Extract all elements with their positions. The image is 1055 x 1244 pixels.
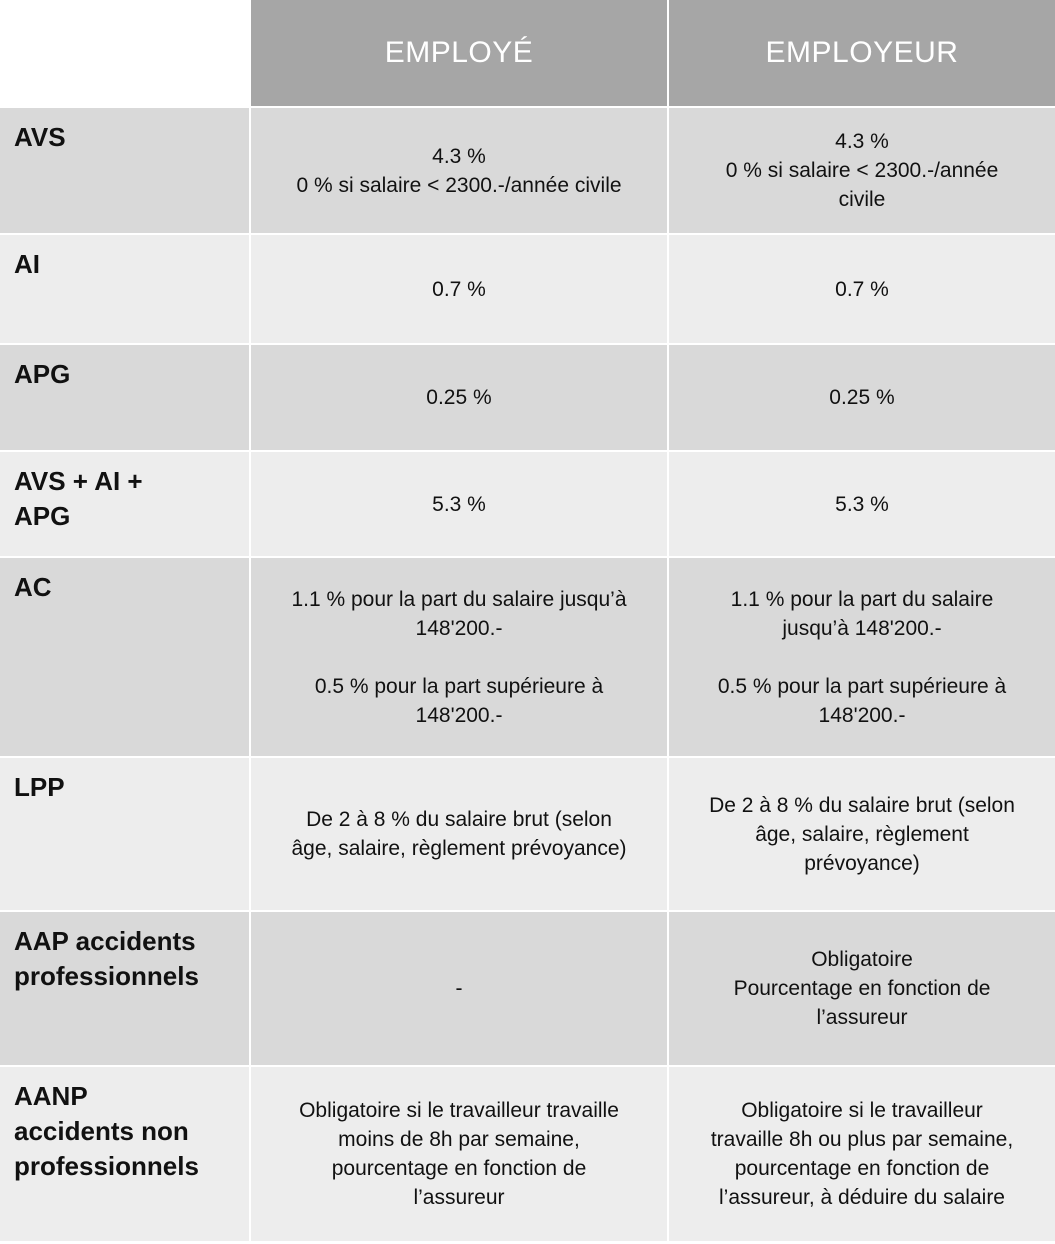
cell-employe: 0.25 % — [249, 343, 668, 451]
row-label: AAP accidents professionnels — [0, 910, 250, 1066]
row-ac: AC 1.1 % pour la part du salaire jusqu’à… — [0, 556, 1055, 757]
header-employeur: EMPLOYEUR — [667, 0, 1055, 107]
header-corner-cell — [0, 0, 250, 107]
row-ai: AI 0.7 % 0.7 % — [0, 233, 1055, 344]
row-label: APG — [0, 343, 250, 451]
header-row: EMPLOYÉ EMPLOYEUR — [0, 0, 1055, 107]
cell-employeur: Obligatoire si le travailleur travaille … — [667, 1065, 1055, 1241]
row-label: AVS — [0, 106, 250, 234]
cell-employe: Obligatoire si le travailleur travaille … — [249, 1065, 668, 1241]
cell-employeur: Obligatoire Pourcentage en fonction de l… — [667, 910, 1055, 1066]
row-label: AANP accidents non professionnels — [0, 1065, 250, 1241]
cell-employe: - — [249, 910, 668, 1066]
cell-employeur: 5.3 % — [667, 450, 1055, 557]
cell-employe: 1.1 % pour la part du salaire jusqu’à 14… — [249, 556, 668, 757]
cell-employeur: 0.25 % — [667, 343, 1055, 451]
row-aap: AAP accidents professionnels - Obligatoi… — [0, 910, 1055, 1066]
row-label: AC — [0, 556, 250, 757]
row-label: LPP — [0, 756, 250, 911]
cell-employe: 5.3 % — [249, 450, 668, 557]
row-label: AI — [0, 233, 250, 344]
row-avs: AVS 4.3 % 0 % si salaire < 2300.-/année … — [0, 106, 1055, 234]
row-apg: APG 0.25 % 0.25 % — [0, 343, 1055, 451]
cell-employeur: De 2 à 8 % du salaire brut (selon âge, s… — [667, 756, 1055, 911]
cell-employeur: 1.1 % pour la part du salaire jusqu’à 14… — [667, 556, 1055, 757]
cell-employeur: 0.7 % — [667, 233, 1055, 344]
cell-employeur: 4.3 % 0 % si salaire < 2300.-/année civi… — [667, 106, 1055, 234]
cell-employe: 4.3 % 0 % si salaire < 2300.-/année civi… — [249, 106, 668, 234]
cell-employe: De 2 à 8 % du salaire brut (selon âge, s… — [249, 756, 668, 911]
header-employe: EMPLOYÉ — [249, 0, 668, 107]
row-avs-ai-apg: AVS + AI + APG 5.3 % 5.3 % — [0, 450, 1055, 557]
row-lpp: LPP De 2 à 8 % du salaire brut (selon âg… — [0, 756, 1055, 911]
row-aanp: AANP accidents non professionnels Obliga… — [0, 1065, 1055, 1241]
cell-employe: 0.7 % — [249, 233, 668, 344]
row-label: AVS + AI + APG — [0, 450, 250, 557]
